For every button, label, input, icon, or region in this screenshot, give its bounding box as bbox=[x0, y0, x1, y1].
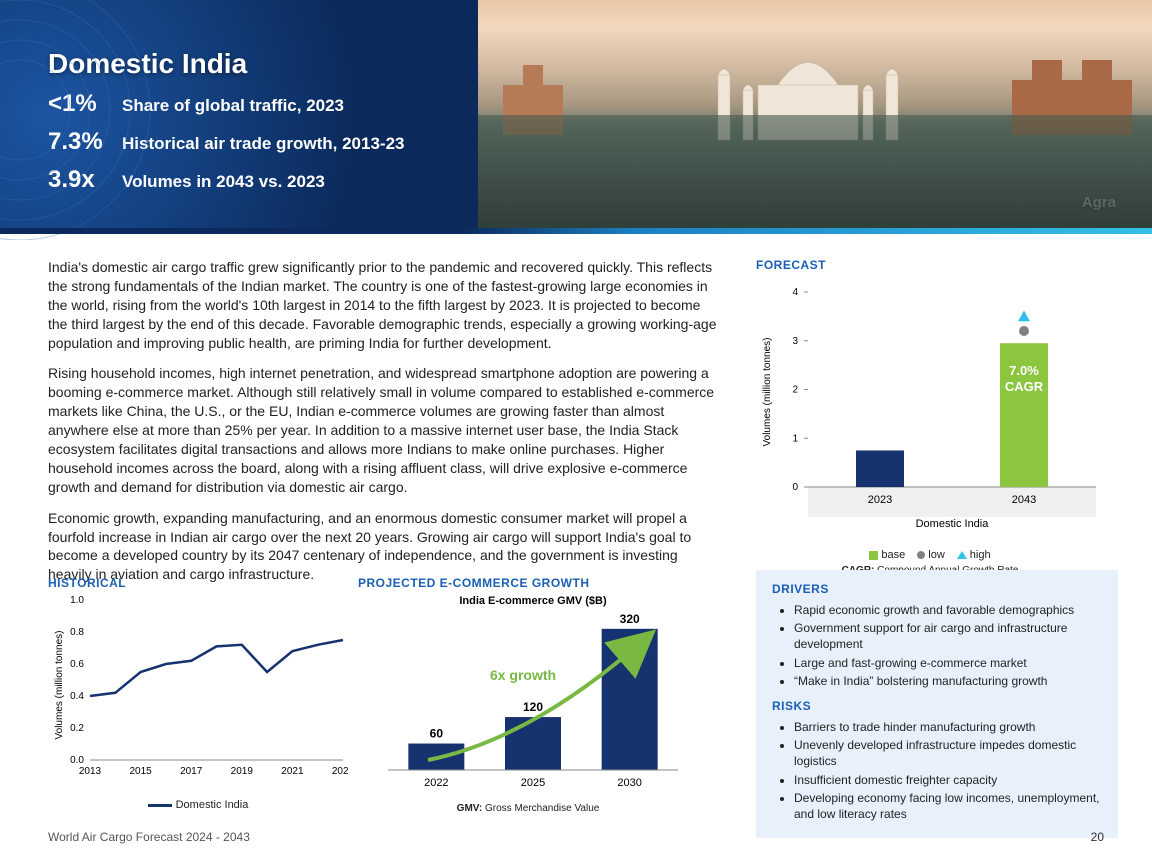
svg-text:0.4: 0.4 bbox=[70, 691, 84, 702]
svg-text:60: 60 bbox=[430, 727, 444, 741]
drivers-risks-box: DRIVERS Rapid economic growth and favora… bbox=[756, 570, 1118, 838]
historical-chart: HISTORICAL Volumes (million tonnes) 0.0 0.… bbox=[48, 576, 348, 811]
driver-item: Large and fast-growing e-commerce market bbox=[794, 655, 1102, 671]
paragraph: Rising household incomes, high internet … bbox=[48, 364, 720, 496]
historical-legend: Domestic India bbox=[48, 799, 348, 811]
gate-left-icon bbox=[498, 55, 568, 135]
svg-text:120: 120 bbox=[523, 700, 543, 714]
gate-right-icon bbox=[1012, 55, 1132, 135]
legend-low: low bbox=[928, 549, 945, 561]
svg-text:Volumes (million tonnes): Volumes (million tonnes) bbox=[54, 631, 65, 740]
legend-base: base bbox=[881, 549, 905, 561]
svg-text:0.2: 0.2 bbox=[70, 723, 84, 734]
svg-text:6x growth: 6x growth bbox=[490, 667, 556, 683]
historical-svg: Volumes (million tonnes) 0.0 0.2 0.4 0.6 0.8 1… bbox=[48, 590, 348, 790]
forecast-chart: FORECAST Volumes (million tonnes) 0 1 2 3 4 20… bbox=[756, 258, 1104, 576]
risk-item: Barriers to trade hinder manufacturing g… bbox=[794, 719, 1102, 735]
svg-text:0.6: 0.6 bbox=[70, 659, 84, 670]
svg-text:1: 1 bbox=[792, 433, 798, 444]
svg-text:3: 3 bbox=[792, 336, 798, 347]
section-label-ecommerce: PROJECTED E-COMMERCE GROWTH bbox=[358, 576, 698, 590]
section-label-historical: HISTORICAL bbox=[48, 576, 348, 590]
drivers-list: Rapid economic growth and favorable demo… bbox=[772, 602, 1102, 689]
svg-text:0.8: 0.8 bbox=[70, 627, 84, 638]
risks-list: Barriers to trade hinder manufacturing g… bbox=[772, 719, 1102, 822]
forecast-legend: base low high bbox=[756, 549, 1104, 561]
forecast-svg: Volumes (million tonnes) 0 1 2 3 4 2023 2043 7.0… bbox=[756, 272, 1104, 540]
svg-text:0.0: 0.0 bbox=[70, 755, 84, 766]
risk-item: Developing economy facing low incomes, u… bbox=[794, 790, 1102, 822]
tajmahal-icon bbox=[708, 35, 908, 145]
svg-text:2: 2 bbox=[792, 385, 798, 396]
driver-item: Rapid economic growth and favorable demo… bbox=[794, 602, 1102, 618]
ecommerce-chart: PROJECTED E-COMMERCE GROWTH India E-comm… bbox=[358, 576, 698, 814]
photo-caption: Agra bbox=[1082, 194, 1116, 211]
svg-text:2021: 2021 bbox=[281, 766, 304, 777]
svg-text:7.0%: 7.0% bbox=[1009, 363, 1039, 378]
risk-item: Insufficient domestic freighter capacity bbox=[794, 772, 1102, 788]
footer-text: World Air Cargo Forecast 2024 - 2043 bbox=[48, 830, 250, 844]
svg-text:2015: 2015 bbox=[129, 766, 152, 777]
section-label-risks: RISKS bbox=[772, 699, 1102, 713]
risk-item: Unevenly developed infrastructure impede… bbox=[794, 737, 1102, 769]
svg-text:CAGR: CAGR bbox=[1005, 379, 1044, 394]
section-label-drivers: DRIVERS bbox=[772, 582, 1102, 596]
hero-accent-bar bbox=[0, 228, 1152, 234]
legend-series: Domestic India bbox=[176, 799, 249, 811]
svg-text:2017: 2017 bbox=[180, 766, 203, 777]
paragraph: Economic growth, expanding manufacturing… bbox=[48, 509, 720, 585]
svg-text:1.0: 1.0 bbox=[70, 595, 84, 606]
paragraph: India's domestic air cargo traffic grew … bbox=[48, 258, 720, 352]
svg-text:2025: 2025 bbox=[521, 777, 545, 789]
svg-text:Domestic India: Domestic India bbox=[916, 518, 990, 530]
page-number: 20 bbox=[1091, 830, 1104, 844]
driver-item: Government support for air cargo and inf… bbox=[794, 620, 1102, 652]
legend-high: high bbox=[970, 549, 991, 561]
hero: Domestic India <1% Share of global traff… bbox=[0, 0, 1152, 231]
svg-text:2013: 2013 bbox=[79, 766, 102, 777]
svg-text:India E-commerce GMV ($B): India E-commerce GMV ($B) bbox=[459, 595, 607, 607]
svg-text:Volumes (million tonnes): Volumes (million tonnes) bbox=[762, 338, 773, 447]
svg-text:2043: 2043 bbox=[1012, 494, 1036, 506]
svg-text:2023: 2023 bbox=[332, 766, 348, 777]
svg-text:320: 320 bbox=[620, 612, 640, 626]
svg-text:2022: 2022 bbox=[424, 777, 448, 789]
ecommerce-svg: India E-commerce GMV ($B) 60 2022 120 2025 32… bbox=[358, 590, 698, 798]
svg-text:2030: 2030 bbox=[617, 777, 641, 789]
driver-item: “Make in India” bolstering manufacturing… bbox=[794, 673, 1102, 689]
hero-text-panel: Domestic India <1% Share of global traff… bbox=[0, 0, 478, 231]
gmv-note: GMV: Gross Merchandise Value bbox=[358, 803, 698, 814]
svg-text:4: 4 bbox=[792, 287, 798, 298]
svg-text:2019: 2019 bbox=[231, 766, 254, 777]
svg-text:2023: 2023 bbox=[868, 494, 892, 506]
hero-photo: Agra bbox=[478, 0, 1152, 231]
svg-text:0: 0 bbox=[792, 482, 798, 493]
section-label-forecast: FORECAST bbox=[756, 258, 1104, 272]
